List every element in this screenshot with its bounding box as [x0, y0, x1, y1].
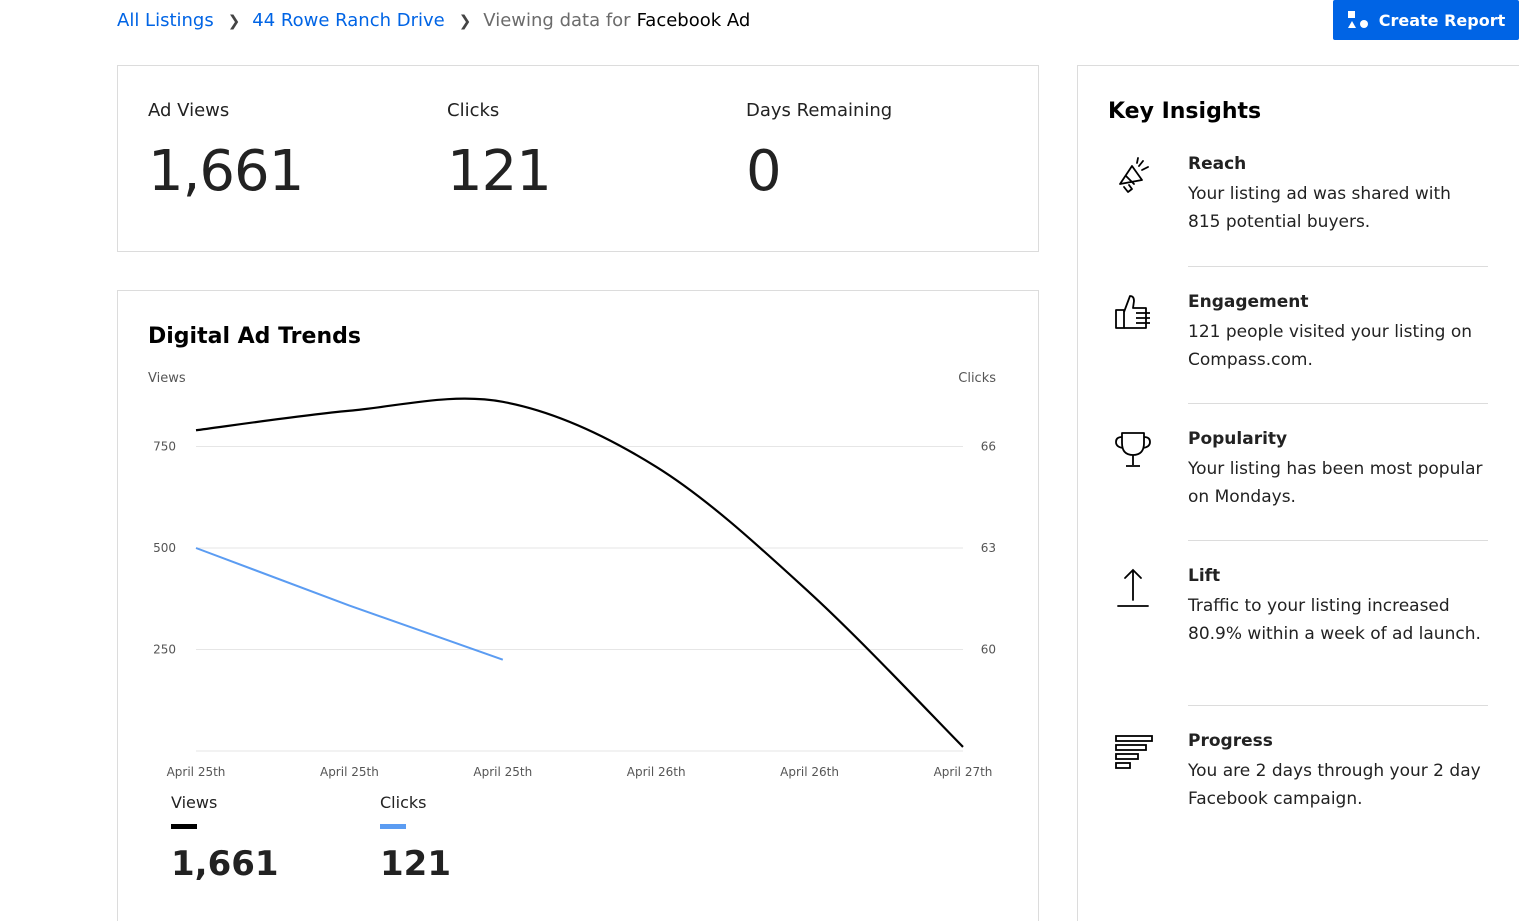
y2-tick-label: 66	[981, 440, 996, 454]
legend-swatch	[171, 824, 197, 829]
x-tick-label: April 27th	[934, 765, 993, 779]
stat-value: 0	[746, 139, 782, 204]
x-tick-label: April 26th	[627, 765, 686, 779]
insight-heading: Progress	[1188, 731, 1273, 751]
stats-card: Ad Views 1,661 Clicks 121 Days Remaining…	[117, 65, 1039, 252]
progress-bars-icon	[1115, 735, 1153, 769]
stat-clicks: Clicks 121	[447, 100, 552, 204]
insight-body: 121 people visited your listing on Compa…	[1188, 322, 1473, 370]
create-report-button[interactable]: Create Report	[1333, 0, 1519, 40]
x-tick-label: April 26th	[780, 765, 839, 779]
divider	[1188, 403, 1488, 404]
insights-card: Key Insights Reach Your listing ad was s…	[1077, 65, 1519, 921]
thumbs-up-icon	[1115, 295, 1150, 329]
divider	[1188, 705, 1488, 706]
stat-ad-views: Ad Views 1,661	[148, 100, 304, 204]
create-report-label: Create Report	[1378, 10, 1506, 30]
y2-tick-label: 60	[981, 643, 996, 657]
legend-swatch	[380, 824, 406, 829]
report-shapes-icon	[1347, 11, 1368, 28]
x-tick-label: April 25th	[167, 765, 226, 779]
series-line-clicks	[195, 547, 504, 661]
chart-title: Digital Ad Trends	[148, 324, 361, 349]
stat-value: 121	[447, 139, 552, 204]
legend-value: 121	[380, 844, 451, 884]
insight-body: You are 2 days through your 2 day Facebo…	[1188, 761, 1481, 809]
breadcrumb-all-listings[interactable]: All Listings	[117, 9, 214, 31]
breadcrumb-listing[interactable]: 44 Rowe Ranch Drive	[252, 9, 445, 31]
insight-heading: Popularity	[1188, 429, 1288, 449]
stat-days-remaining: Days Remaining 0	[746, 100, 892, 204]
breadcrumb: All Listings ❯ 44 Rowe Ranch Drive ❯ Vie…	[117, 6, 750, 34]
y2-tick-label: 63	[981, 541, 996, 555]
insight-heading: Reach	[1188, 154, 1247, 174]
insight-body: Your listing ad was shared with 815 pote…	[1188, 184, 1451, 232]
insight-body: Traffic to your listing increased 80.9% …	[1188, 596, 1481, 644]
line-chart: 250 60 500 63 750 66 April 25th April 25th April…	[153, 397, 996, 779]
legend-label: Views	[171, 793, 218, 812]
legend-item-views: Views 1,661	[171, 793, 279, 884]
x-tick-label: April 25th	[473, 765, 532, 779]
stat-label: Ad Views	[148, 100, 230, 121]
breadcrumb-channel: Facebook Ad	[636, 9, 751, 31]
legend-item-clicks: Clicks 121	[380, 793, 451, 884]
left-axis-title: Views	[148, 371, 186, 386]
stat-label: Clicks	[447, 100, 500, 121]
legend-label: Clicks	[380, 793, 427, 812]
chevron-right-icon: ❯	[227, 12, 241, 30]
x-tick-label: April 25th	[320, 765, 379, 779]
trophy-icon	[1115, 432, 1151, 467]
series-line-views	[195, 397, 964, 748]
legend-value: 1,661	[171, 844, 279, 884]
arrow-up-icon	[1117, 568, 1149, 607]
stat-value: 1,661	[148, 139, 304, 204]
insights-title: Key Insights	[1108, 99, 1262, 124]
breadcrumb-viewing-prefix: Viewing data for	[483, 9, 631, 31]
megaphone-icon	[1119, 157, 1149, 193]
y-tick-label: 250	[153, 643, 176, 657]
stat-label: Days Remaining	[746, 100, 893, 121]
y-tick-label: 500	[153, 541, 176, 555]
divider	[1188, 266, 1488, 267]
right-axis-title: Clicks	[958, 371, 996, 386]
chevron-right-icon: ❯	[458, 12, 472, 30]
chart-card: Digital Ad Trends Views Clicks 250 60 500 6…	[117, 290, 1039, 921]
y-tick-label: 750	[153, 440, 176, 454]
insight-heading: Engagement	[1188, 292, 1309, 312]
divider	[1188, 540, 1488, 541]
insight-body: Your listing has been most popular on Mo…	[1188, 459, 1483, 507]
insight-heading: Lift	[1188, 566, 1221, 586]
